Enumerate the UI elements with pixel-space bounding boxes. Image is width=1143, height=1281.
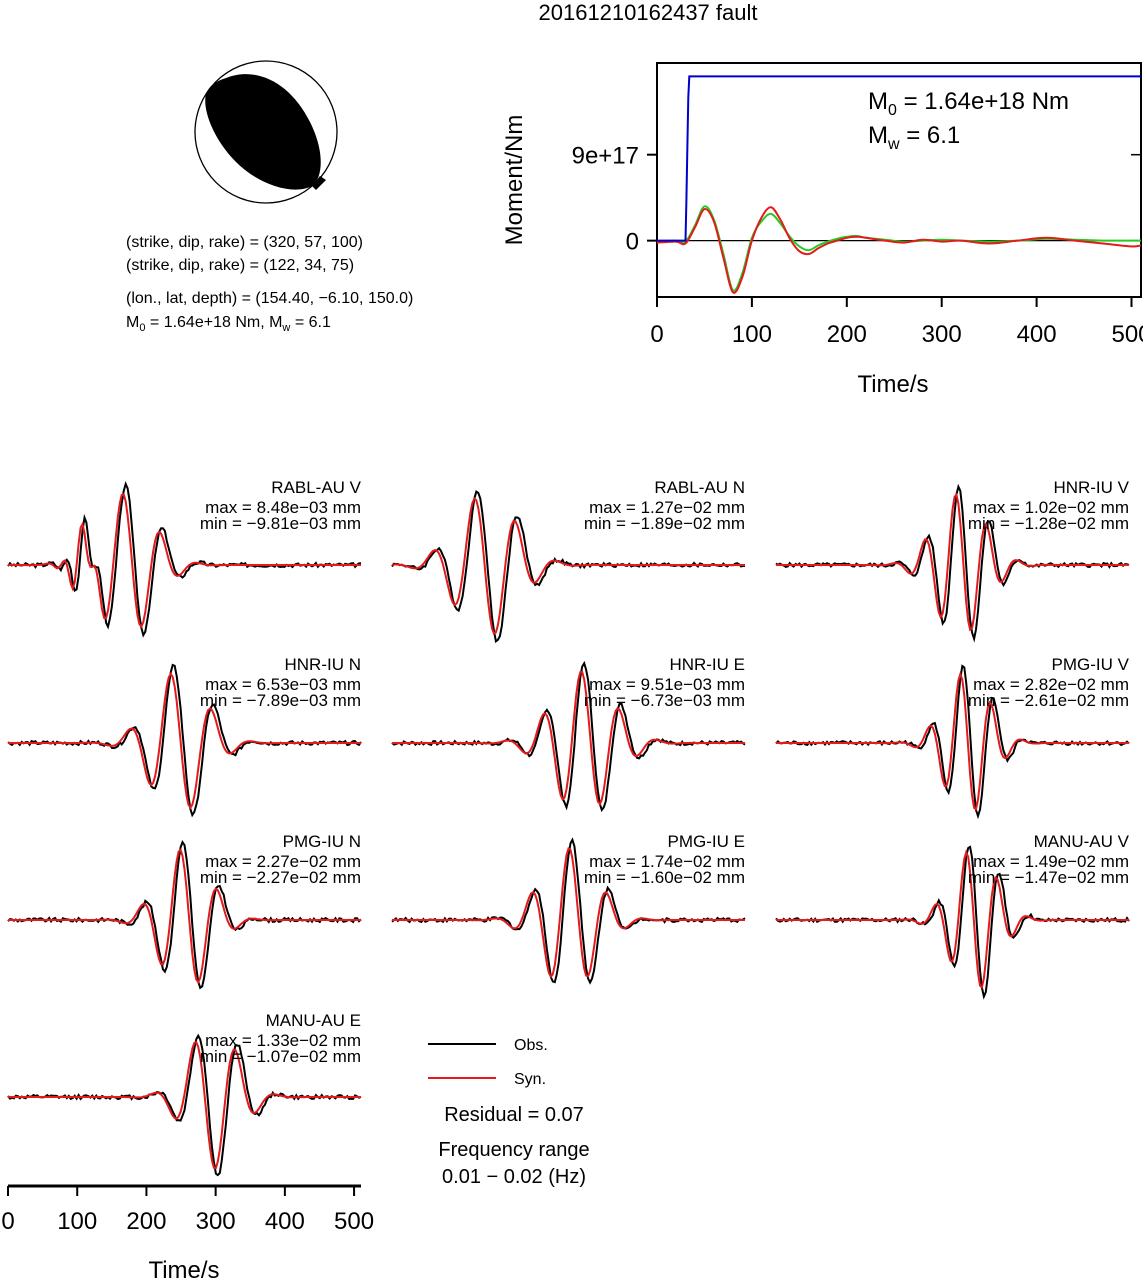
waveform-station-label: HNR-IU V — [1053, 478, 1129, 497]
focal-line-2: (strike, dip, rake) = (122, 34, 75) — [126, 257, 354, 274]
focal-line-3: (lon., lat, depth) = (154.40, −6.10, 150… — [126, 290, 413, 307]
moment-rate-red-line — [656, 206, 1142, 294]
moment-plot: 010020030040050009e+17 Moment/Nm Time/s … — [501, 62, 1143, 398]
waveform-syn-trace — [776, 671, 1129, 811]
waveform-station-label: PMG-IU V — [1052, 655, 1130, 674]
moment-mw-label: Mw = 6.1 — [868, 122, 960, 153]
waveform-max-label: max = 1.02e−02 mm — [973, 498, 1129, 517]
waveform-syn-trace — [8, 848, 361, 985]
waveform-station-label: HNR-IU N — [285, 655, 362, 674]
time-axis-tick-label: 100 — [57, 1208, 97, 1235]
waveform-max-label: max = 1.33e−02 mm — [205, 1031, 361, 1050]
waveform-syn-trace — [392, 670, 745, 806]
legend-syn-label: Syn. — [514, 1071, 546, 1088]
waveform-min-label: min = −6.73e−03 mm — [584, 691, 745, 710]
waveform-station-label: RABL-AU N — [654, 478, 745, 497]
moment-ytick-label: 0 — [626, 229, 639, 256]
focal-line-1: (strike, dip, rake) = (320, 57, 100) — [126, 234, 363, 251]
beach-ball-compression-lobe — [205, 74, 321, 190]
waveform-min-label: min = −2.61e−02 mm — [968, 691, 1129, 710]
time-axis-tick-label: 400 — [265, 1208, 305, 1235]
legend-freq-range: 0.01 − 0.02 (Hz) — [442, 1166, 586, 1188]
waveform-max-label: max = 1.27e−02 mm — [589, 498, 745, 517]
moment-xtick-label: 200 — [827, 321, 867, 348]
moment-ytick-label: 9e+17 — [572, 143, 639, 170]
time-axis-tick-label: 200 — [126, 1208, 166, 1235]
waveform-max-label: max = 9.51e−03 mm — [589, 675, 745, 694]
waveform-min-label: min = −1.47e−02 mm — [968, 868, 1129, 887]
waveform-obs-trace — [7, 663, 362, 818]
moment-axes: 0 100 200 300 400 500 0 9e+17 — [572, 143, 1143, 348]
legend: Obs. Syn. Residual = 0.07 Frequency rang… — [428, 1037, 590, 1188]
moment-xtick-label: 0 — [650, 321, 663, 348]
moment-rate-green-line — [656, 205, 1141, 292]
waveform-syn-trace — [776, 849, 1129, 990]
legend-obs-label: Obs. — [514, 1037, 548, 1054]
waveform-min-label: min = −1.07e−02 mm — [200, 1047, 361, 1066]
beach-ball — [194, 60, 338, 204]
waveform-max-label: max = 1.49e−02 mm — [973, 852, 1129, 871]
figure-title: 20161210162437 fault — [539, 0, 758, 25]
waveform-syn-trace — [8, 1040, 361, 1170]
moment-xtick-label: 500 — [1111, 321, 1143, 348]
waveform-max-label: max = 2.82e−02 mm — [973, 675, 1129, 694]
time-axis-tick-label: 0 — [1, 1208, 14, 1235]
time-axis-xlabel: Time/s — [148, 1257, 219, 1281]
waveform-station-label: RABL-AU V — [271, 478, 361, 497]
waveform-min-label: min = −1.89e−02 mm — [584, 514, 745, 533]
moment-cumulative-line — [657, 75, 1141, 242]
waveform-station-label: MANU-AU E — [266, 1011, 361, 1030]
waveform-syn-trace — [8, 493, 361, 629]
moment-m0-label: M0 = 1.64e+18 Nm — [868, 88, 1069, 119]
waveform-min-label: min = −1.28e−02 mm — [968, 514, 1129, 533]
waveform-time-axis: Time/s 0 100 200 300 400 500 — [1, 1184, 374, 1281]
waveform-max-label: max = 2.27e−02 mm — [205, 852, 361, 871]
waveform-max-label: max = 8.48e−03 mm — [205, 498, 361, 517]
moment-xlabel: Time/s — [857, 371, 928, 398]
waveform-min-label: min = −7.89e−03 mm — [200, 691, 361, 710]
moment-ylabel: Moment/Nm — [501, 115, 528, 246]
waveform-syn-trace — [391, 496, 745, 636]
time-axis-tick-label: 500 — [334, 1208, 374, 1235]
waveform-min-label: min = −9.81e−03 mm — [200, 514, 361, 533]
waveform-station-label: PMG-IU N — [283, 832, 361, 851]
waveform-max-label: max = 6.53e−03 mm — [205, 675, 361, 694]
beach-ball-small-lobe — [312, 176, 326, 190]
moment-plot-frame — [656, 62, 1142, 298]
moment-series — [656, 75, 1142, 294]
legend-freq-title: Frequency range — [438, 1139, 589, 1161]
focal-line-4: M0 = 1.64e+18 Nm, Mw = 6.1 — [126, 314, 331, 334]
waveform-station-label: HNR-IU E — [669, 655, 745, 674]
moment-xtick-label: 100 — [732, 321, 772, 348]
waveform-syn-trace — [8, 671, 361, 810]
legend-residual: Residual = 0.07 — [444, 1104, 584, 1126]
waveform-min-label: min = −1.60e−02 mm — [584, 868, 745, 887]
waveform-obs-trace — [7, 1033, 362, 1177]
waveform-min-label: min = −2.27e−02 mm — [200, 868, 361, 887]
time-axis-tick-label: 300 — [196, 1208, 236, 1235]
waveform-max-label: max = 1.74e−02 mm — [589, 852, 745, 871]
moment-xtick-label: 400 — [1017, 321, 1057, 348]
waveform-station-label: PMG-IU E — [668, 832, 745, 851]
waveform-syn-trace — [392, 846, 745, 979]
waveform-syn-trace — [776, 492, 1129, 632]
waveform-station-label: MANU-AU V — [1034, 832, 1130, 851]
moment-xtick-label: 300 — [922, 321, 962, 348]
